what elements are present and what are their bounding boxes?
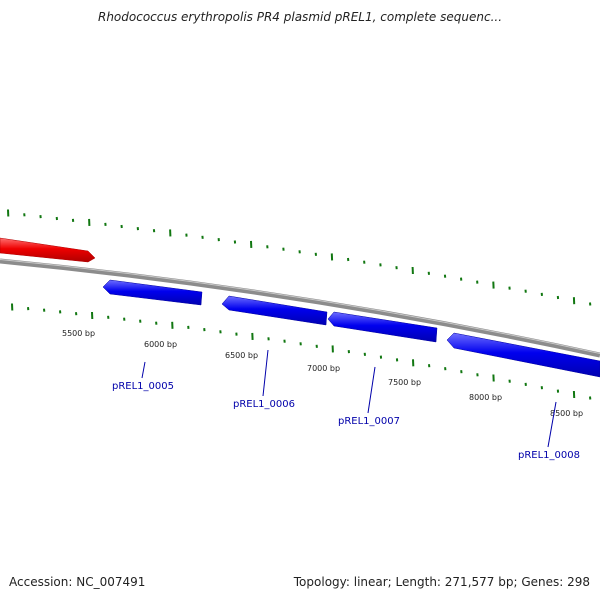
- ruler-label: 8000 bp: [469, 393, 502, 402]
- ruler-label: 7000 bp: [307, 364, 340, 373]
- map-title: Rhodococcus erythropolis PR4 plasmid pRE…: [97, 10, 503, 24]
- topology-summary: Topology: linear; Length: 271,577 bp; Ge…: [293, 575, 590, 589]
- gene-label-leader: [367, 366, 376, 414]
- gene-label[interactable]: pREL1_0006: [233, 399, 295, 410]
- ruler-label: 8500 bp: [550, 409, 583, 418]
- gene-label[interactable]: pREL1_0008: [518, 450, 580, 461]
- gene-arrow-reverse[interactable]: [221, 295, 328, 326]
- gene-label-leader: [262, 349, 269, 397]
- ruler-label: 6000 bp: [144, 340, 177, 349]
- gene-label[interactable]: pREL1_0005: [112, 381, 174, 392]
- ruler-label: 5500 bp: [62, 329, 95, 338]
- ruler-label: 6500 bp: [225, 351, 258, 360]
- gene-arrow-reverse[interactable]: [446, 332, 600, 378]
- ruler-label: 7500 bp: [388, 378, 421, 387]
- accession-text: Accession: NC_007491: [9, 575, 146, 589]
- sequence-backbone: [0, 258, 600, 358]
- gene-label[interactable]: pREL1_0007: [338, 416, 400, 427]
- outer-tick-marks: [7, 209, 592, 306]
- gene-arrow-reverse[interactable]: [327, 311, 438, 343]
- gene-label-leader: [141, 361, 146, 379]
- gene-arrow-reverse[interactable]: [102, 279, 203, 306]
- inner-tick-marks: [11, 303, 592, 400]
- gene-label-leader: [547, 401, 557, 448]
- gene-arrow-forward[interactable]: [0, 237, 96, 263]
